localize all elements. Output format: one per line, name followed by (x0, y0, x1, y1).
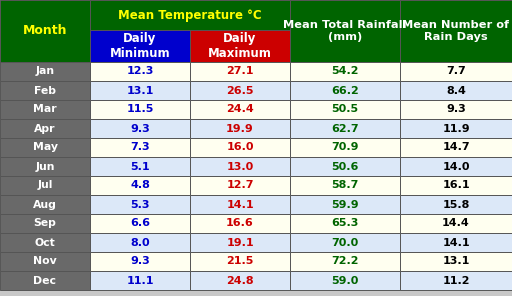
Text: 9.3: 9.3 (446, 104, 466, 115)
Text: 59.0: 59.0 (331, 276, 359, 286)
Text: 54.2: 54.2 (331, 67, 359, 76)
Text: 13.1: 13.1 (126, 86, 154, 96)
Text: 66.2: 66.2 (331, 86, 359, 96)
Text: 59.9: 59.9 (331, 200, 359, 210)
Text: 11.5: 11.5 (126, 104, 154, 115)
Text: May: May (32, 142, 57, 152)
Text: 14.1: 14.1 (442, 237, 470, 247)
Text: 19.1: 19.1 (226, 237, 254, 247)
Text: 8.0: 8.0 (130, 237, 150, 247)
Text: 11.1: 11.1 (126, 276, 154, 286)
Text: 16.6: 16.6 (226, 218, 254, 229)
Text: 58.7: 58.7 (331, 181, 359, 191)
Text: 70.0: 70.0 (331, 237, 358, 247)
Text: 13.0: 13.0 (226, 162, 253, 171)
Text: 4.8: 4.8 (130, 181, 150, 191)
Text: 13.1: 13.1 (442, 257, 470, 266)
Text: 26.5: 26.5 (226, 86, 254, 96)
Text: 5.3: 5.3 (130, 200, 150, 210)
Text: Jan: Jan (35, 67, 55, 76)
Text: 12.7: 12.7 (226, 181, 254, 191)
Text: 9.3: 9.3 (130, 257, 150, 266)
Text: 14.7: 14.7 (442, 142, 470, 152)
Text: Mean Number of
Rain Days: Mean Number of Rain Days (402, 20, 509, 42)
Text: Aug: Aug (33, 200, 57, 210)
Text: Apr: Apr (34, 123, 56, 133)
Text: 50.5: 50.5 (331, 104, 358, 115)
Text: 72.2: 72.2 (331, 257, 359, 266)
Text: 24.8: 24.8 (226, 276, 254, 286)
Text: 15.8: 15.8 (442, 200, 470, 210)
Text: Sep: Sep (34, 218, 56, 229)
Text: Mar: Mar (33, 104, 57, 115)
Text: 50.6: 50.6 (331, 162, 359, 171)
Text: 8.4: 8.4 (446, 86, 466, 96)
Text: Feb: Feb (34, 86, 56, 96)
Text: 11.9: 11.9 (442, 123, 470, 133)
Text: 7.3: 7.3 (130, 142, 150, 152)
Text: 5.1: 5.1 (130, 162, 150, 171)
Text: 14.1: 14.1 (226, 200, 254, 210)
Text: Mean Temperature °C: Mean Temperature °C (118, 9, 262, 22)
Text: 21.5: 21.5 (226, 257, 253, 266)
Text: 62.7: 62.7 (331, 123, 359, 133)
Text: Jun: Jun (35, 162, 55, 171)
Text: Mean Total Rainfall
(mm): Mean Total Rainfall (mm) (283, 20, 407, 42)
Text: Nov: Nov (33, 257, 57, 266)
Text: 7.7: 7.7 (446, 67, 466, 76)
Text: 65.3: 65.3 (331, 218, 359, 229)
Text: 24.4: 24.4 (226, 104, 254, 115)
Text: 6.6: 6.6 (130, 218, 150, 229)
Text: 14.4: 14.4 (442, 218, 470, 229)
Text: 12.3: 12.3 (126, 67, 154, 76)
Text: 9.3: 9.3 (130, 123, 150, 133)
Text: 27.1: 27.1 (226, 67, 254, 76)
Text: Month: Month (23, 25, 67, 38)
Text: 11.2: 11.2 (442, 276, 470, 286)
Text: Jul: Jul (37, 181, 53, 191)
Text: 19.9: 19.9 (226, 123, 254, 133)
Text: Daily
Minimum: Daily Minimum (110, 32, 170, 60)
Text: 14.0: 14.0 (442, 162, 470, 171)
Text: Daily
Maximum: Daily Maximum (208, 32, 272, 60)
Text: Dec: Dec (33, 276, 56, 286)
Text: 16.0: 16.0 (226, 142, 254, 152)
Text: Oct: Oct (35, 237, 55, 247)
Text: 16.1: 16.1 (442, 181, 470, 191)
Text: 70.9: 70.9 (331, 142, 359, 152)
